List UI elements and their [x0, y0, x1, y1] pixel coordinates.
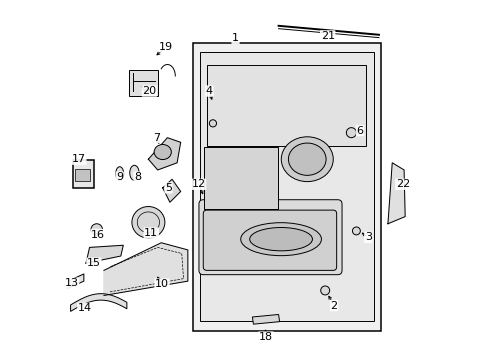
Bar: [199, 51, 373, 320]
Text: 14: 14: [78, 303, 92, 314]
Polygon shape: [86, 245, 123, 263]
Ellipse shape: [91, 224, 102, 235]
Text: 10: 10: [155, 279, 169, 289]
Polygon shape: [387, 163, 405, 224]
Polygon shape: [163, 179, 180, 202]
Ellipse shape: [352, 227, 360, 235]
Ellipse shape: [129, 165, 139, 180]
Ellipse shape: [132, 207, 164, 238]
Ellipse shape: [116, 167, 123, 180]
Text: 17: 17: [72, 154, 86, 164]
Polygon shape: [104, 243, 187, 296]
Ellipse shape: [281, 137, 333, 181]
Bar: [192, 42, 380, 331]
Text: 21: 21: [320, 31, 334, 41]
Text: 2: 2: [330, 301, 337, 311]
Ellipse shape: [240, 223, 321, 256]
Polygon shape: [148, 138, 180, 170]
Text: 11: 11: [144, 228, 158, 238]
Bar: [73, 160, 94, 188]
Bar: [204, 147, 277, 210]
Text: 8: 8: [134, 172, 141, 182]
Text: 19: 19: [159, 42, 173, 51]
Text: 18: 18: [259, 332, 272, 342]
Ellipse shape: [154, 144, 171, 159]
Ellipse shape: [249, 228, 312, 251]
Bar: [75, 169, 90, 181]
Text: 22: 22: [395, 179, 409, 189]
Polygon shape: [252, 315, 279, 324]
FancyBboxPatch shape: [203, 210, 336, 270]
Text: 5: 5: [164, 183, 172, 193]
Polygon shape: [68, 274, 83, 288]
Text: 1: 1: [232, 33, 239, 43]
Text: 16: 16: [91, 230, 105, 239]
Polygon shape: [70, 294, 126, 311]
Bar: [206, 65, 366, 146]
Text: 6: 6: [356, 126, 363, 135]
Text: 7: 7: [153, 133, 160, 143]
Text: 15: 15: [87, 258, 101, 268]
Text: 20: 20: [142, 86, 156, 96]
Text: 4: 4: [205, 86, 212, 96]
Text: 3: 3: [364, 232, 371, 242]
Ellipse shape: [320, 286, 329, 295]
Text: 13: 13: [64, 278, 79, 288]
Ellipse shape: [288, 143, 325, 175]
Text: 12: 12: [191, 179, 205, 189]
Text: 9: 9: [116, 172, 123, 182]
Bar: [129, 70, 158, 96]
FancyBboxPatch shape: [199, 200, 341, 275]
Ellipse shape: [209, 120, 216, 127]
Ellipse shape: [346, 128, 356, 138]
